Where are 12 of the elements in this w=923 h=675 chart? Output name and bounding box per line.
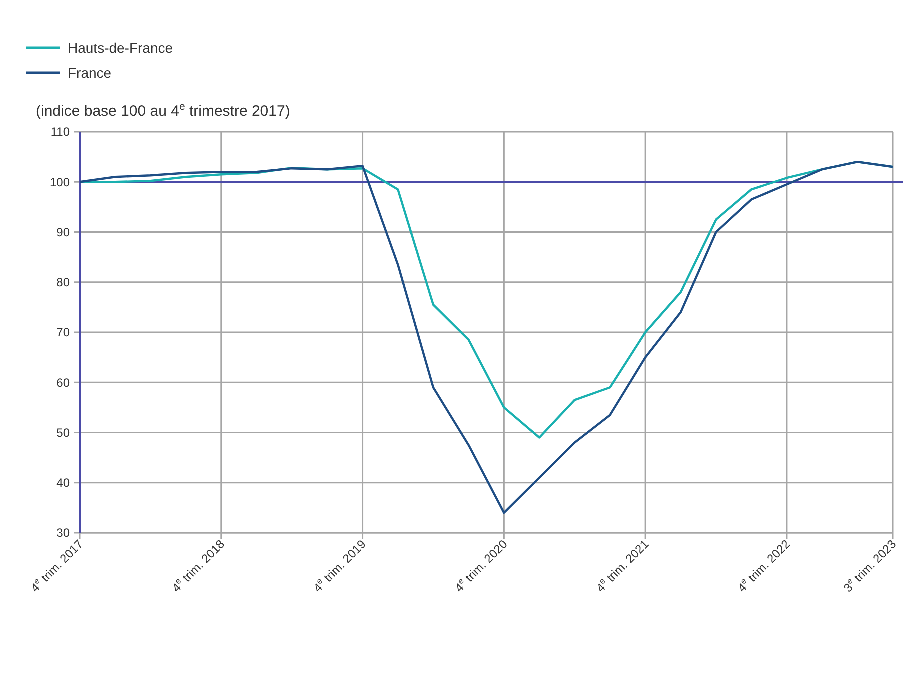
- y-tick-label: 70: [56, 326, 70, 340]
- y-tick-label: 40: [56, 476, 70, 490]
- y-tick-label: 100: [50, 175, 70, 190]
- y-tick-label: 50: [56, 426, 70, 440]
- y-tick-label: 60: [56, 376, 70, 390]
- y-tick-label: 80: [56, 276, 70, 290]
- y-tick-label: 90: [56, 225, 70, 240]
- y-axis-title: (indice base 100 au 4$^{e}$ trimestre 2017): [36, 101, 290, 120]
- legend-label: France: [68, 64, 112, 81]
- y-tick-label: 30: [56, 526, 70, 540]
- legend-label: Hauts-de-France: [68, 40, 174, 56]
- y-tick-label: 110: [50, 125, 70, 140]
